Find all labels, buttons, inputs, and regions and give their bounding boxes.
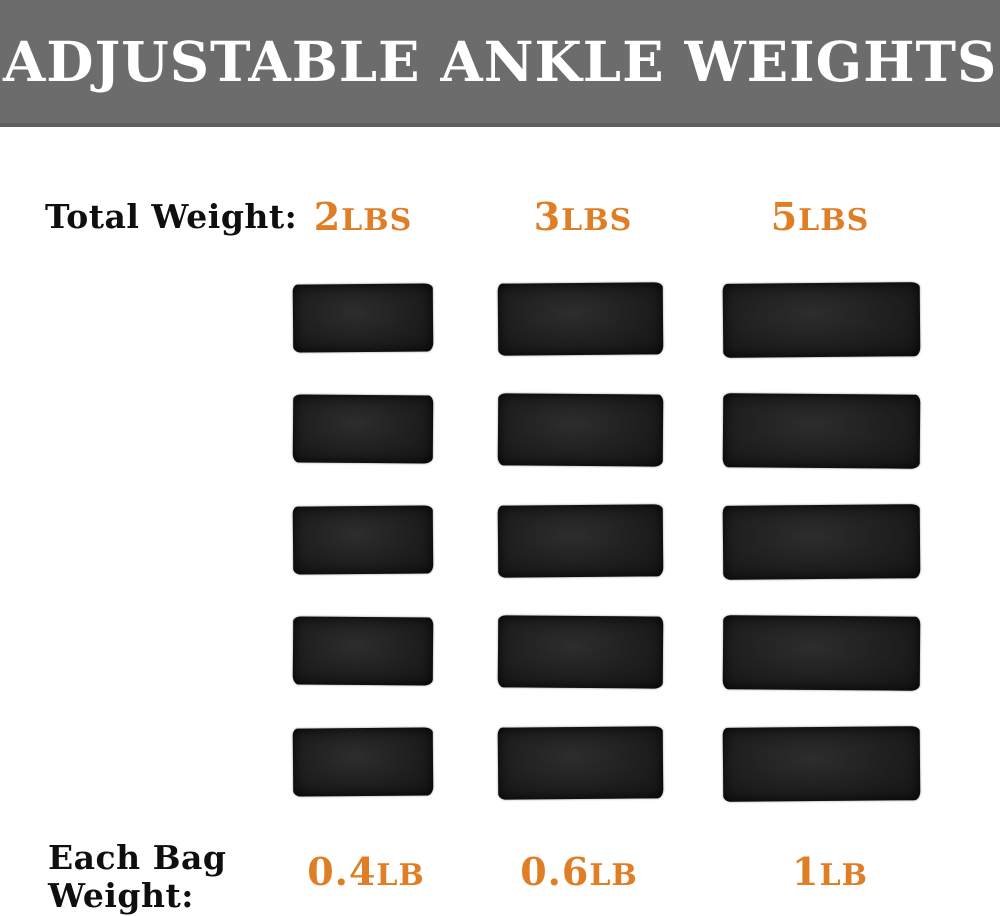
total-weight-value: 3LBS — [534, 194, 633, 239]
total-weight-unit: LBS — [561, 203, 633, 238]
weight-bag-photo — [292, 283, 434, 353]
weight-bag-photo — [497, 393, 664, 467]
total-weight-value: 5LBS — [771, 194, 870, 239]
each-bag-weight-unit: LB — [589, 858, 638, 893]
weight-bag-photo — [292, 727, 434, 797]
weight-bag-photo — [497, 726, 664, 800]
each-bag-weight-number: 0.4 — [307, 849, 377, 894]
weight-bag-photo — [722, 726, 921, 802]
weight-bag-photo — [722, 282, 921, 358]
each-bag-weight-value: 1LB — [792, 849, 868, 894]
weight-bag-photo — [497, 282, 664, 356]
total-weight-number: 5 — [770, 194, 799, 239]
each-bag-weight-number: 0.6 — [520, 849, 590, 894]
page-title: ADJUSTABLE ANKLE WEIGHTS — [2, 29, 998, 94]
weight-bag-photo — [292, 505, 434, 575]
total-weight-unit: LBS — [798, 203, 870, 238]
each-bag-weight-number: 1 — [792, 849, 820, 894]
weight-bag-photo — [292, 616, 434, 686]
header-banner: ADJUSTABLE ANKLE WEIGHTS — [0, 0, 1000, 127]
total-weight-number: 3 — [533, 194, 562, 239]
each-bag-weight-label-line1: Each Bag — [48, 838, 227, 877]
total-weight-value: 2LBS — [314, 194, 413, 239]
each-bag-weight-unit: LB — [376, 858, 425, 893]
weight-bag-photo — [497, 504, 664, 578]
weight-bag-column — [292, 283, 434, 797]
each-bag-weight-unit: LB — [819, 858, 868, 893]
total-weight-unit: LBS — [341, 203, 413, 238]
each-bag-weight-label-line2: Weight: — [48, 876, 194, 915]
each-bag-weight-label: Each Bag Weight: — [48, 839, 226, 915]
weight-bag-column — [497, 282, 664, 800]
weight-bag-photo — [722, 504, 921, 580]
each-bag-weight-value: 0.6LB — [520, 849, 638, 894]
weight-bag-photo — [497, 615, 664, 689]
weight-bag-photo — [722, 393, 921, 469]
total-weight-label: Total Weight: — [45, 197, 298, 236]
total-weight-number: 2 — [313, 194, 342, 239]
weight-bag-column — [722, 282, 921, 802]
weight-bag-photo — [722, 615, 921, 691]
each-bag-weight-value: 0.4LB — [307, 849, 425, 894]
weight-bag-photo — [292, 394, 434, 464]
